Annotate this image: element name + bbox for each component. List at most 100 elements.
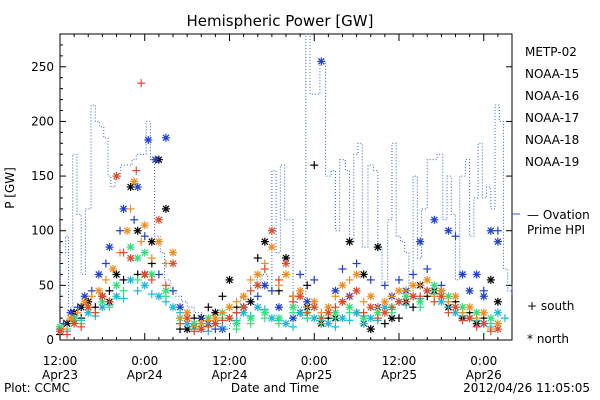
south-marker — [402, 297, 411, 306]
x-tick-time-label: 12:00 — [382, 354, 417, 368]
south-marker — [133, 286, 142, 295]
north-marker — [126, 243, 135, 252]
south-marker — [444, 297, 453, 306]
north-marker — [282, 319, 290, 328]
north-marker — [310, 297, 319, 306]
south-marker — [416, 303, 425, 312]
north-marker — [133, 226, 142, 235]
south-marker — [101, 259, 110, 268]
x-tick-date-label: Apr24 — [127, 368, 163, 382]
north-marker — [98, 292, 107, 301]
north-marker — [169, 259, 177, 268]
north-marker — [486, 226, 495, 235]
south-marker — [190, 327, 199, 336]
south-marker — [380, 319, 389, 328]
north-marker — [479, 308, 488, 317]
south-marker — [119, 286, 128, 295]
north-marker — [465, 314, 474, 323]
y-tick-label: 150 — [31, 169, 54, 183]
south-marker — [345, 275, 354, 284]
north-marker — [493, 319, 502, 328]
south-marker — [402, 286, 411, 295]
south-marker — [444, 308, 453, 317]
south-marker — [303, 281, 312, 290]
north-marker — [225, 314, 234, 323]
south-marker — [500, 314, 509, 323]
north-marker — [253, 281, 262, 290]
north-marker — [70, 319, 79, 328]
north-marker — [380, 308, 389, 317]
x-tick-time-label: 0:00 — [131, 354, 158, 368]
south-marker — [274, 275, 283, 284]
y-tick-label: 50 — [39, 278, 54, 292]
chart-title: Hemispheric Power [GW] — [187, 12, 374, 30]
north-marker — [451, 292, 460, 301]
y-tick-label: 250 — [31, 60, 54, 74]
south-marker — [218, 316, 227, 325]
south-marker — [458, 308, 467, 317]
north-marker — [352, 286, 361, 295]
south-marker — [137, 79, 146, 88]
north-marker — [486, 275, 495, 284]
south-marker — [232, 325, 241, 334]
north-marker — [239, 303, 248, 312]
south-marker — [409, 303, 418, 312]
south-marker — [296, 270, 305, 279]
north-marker — [140, 281, 149, 290]
north-marker — [126, 254, 135, 263]
south-marker — [472, 314, 481, 323]
south-marker — [253, 254, 262, 263]
south-marker — [77, 322, 86, 331]
south-marker — [387, 303, 396, 312]
north-marker — [126, 183, 135, 191]
north-marker — [380, 297, 389, 306]
north-marker — [423, 286, 432, 295]
x-tick-date-label: Apr25 — [296, 368, 332, 382]
north-marker — [112, 172, 121, 181]
footer-right: 2012/04/26 11:05:05 — [463, 381, 590, 395]
y-tick-label: 100 — [31, 224, 54, 238]
north-marker — [105, 243, 114, 252]
north-marker — [296, 292, 305, 301]
ovation-legend-line1: — Ovation — [527, 208, 590, 222]
south-marker — [289, 322, 298, 331]
south-marker — [105, 286, 114, 295]
south-marker — [161, 292, 170, 301]
north-marker — [444, 292, 453, 301]
south-marker — [140, 232, 149, 241]
north-marker — [345, 237, 354, 246]
north-marker — [296, 308, 305, 317]
north-marker — [56, 327, 64, 336]
south-marker — [169, 286, 177, 295]
south-marker — [373, 314, 382, 323]
ovation-hpi-line — [59, 33, 513, 330]
south-marker — [132, 166, 141, 175]
north-marker — [144, 136, 153, 145]
north-marker — [479, 319, 488, 328]
south-marker — [472, 322, 481, 331]
south-marker — [416, 292, 425, 301]
north-marker — [112, 270, 121, 279]
north-marker — [338, 281, 347, 290]
south-marker — [232, 308, 241, 317]
x-tick-date-label: Apr26 — [466, 368, 502, 382]
x-tick-date-label: Apr25 — [381, 368, 417, 382]
north-marker — [183, 314, 192, 323]
north-marker — [465, 286, 474, 295]
south-marker — [395, 314, 403, 323]
south-marker — [101, 275, 110, 284]
north-marker — [458, 270, 467, 279]
south-marker — [218, 308, 227, 317]
north-marker — [169, 248, 177, 257]
north-marker — [338, 314, 347, 323]
ovation-legend-line2: Prime HPI — [527, 223, 585, 237]
north-marker — [373, 243, 382, 252]
south-marker — [373, 303, 382, 312]
south-marker — [246, 319, 255, 328]
south-marker — [63, 330, 72, 339]
north-marker — [225, 275, 234, 284]
north-marker — [80, 297, 89, 306]
north-marker — [267, 243, 276, 252]
south-marker — [119, 248, 128, 257]
data-markers — [56, 57, 509, 339]
